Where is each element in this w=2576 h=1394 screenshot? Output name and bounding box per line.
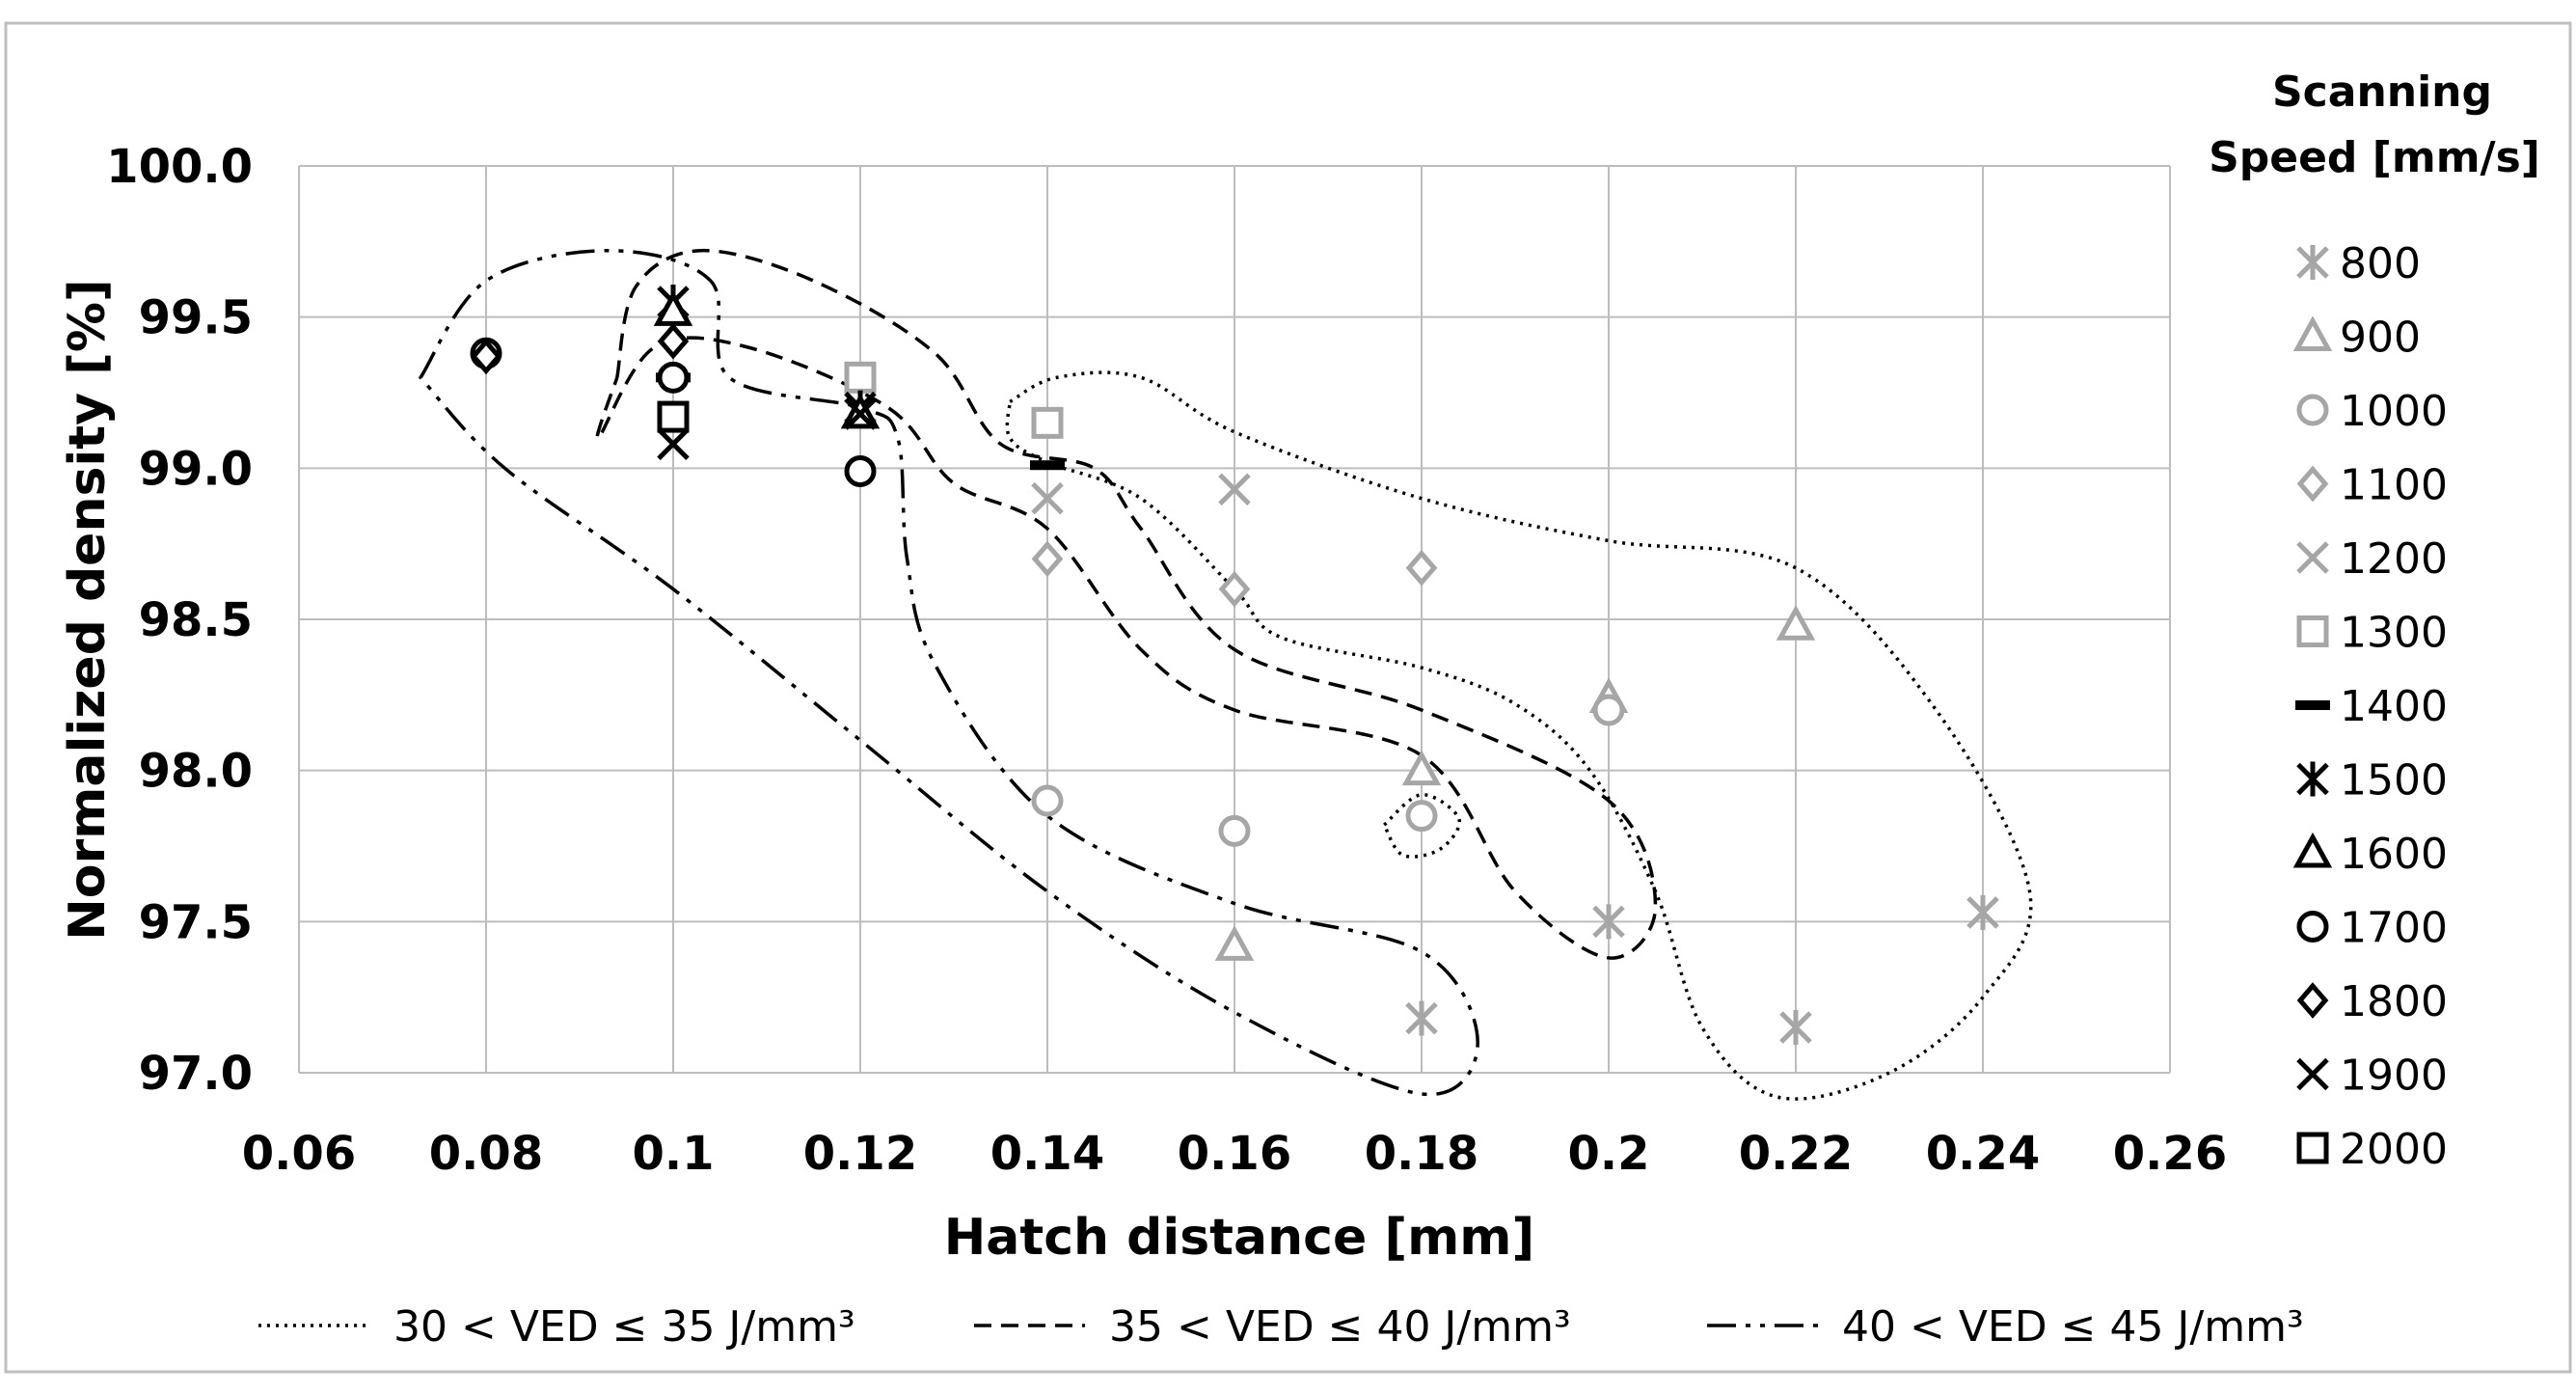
region-outline-dotted: [1381, 792, 1462, 859]
x-axis-ticks: 0.06 0.08 0.1 0.12 0.14 0.16 0.18 0.2 0.22 0.24 0.…: [242, 1127, 2227, 1181]
x-tick-label: 0.2: [1567, 1127, 1649, 1181]
legend-marker-1200: [2296, 541, 2329, 574]
legend-label-1900: 1900: [2340, 1052, 2448, 1101]
legend-label-1500: 1500: [2340, 756, 2448, 806]
point-square-1300: [1031, 406, 1064, 439]
point-asterisk-800: [1779, 1010, 1812, 1045]
chart-frame: [4, 21, 2572, 1374]
y-tick-label: 98.0: [139, 745, 253, 799]
legend-marker-1500: [2296, 761, 2329, 797]
x-tick-label: 0.1: [632, 1127, 714, 1181]
legend-marker-1700: [2296, 911, 2329, 943]
legend-label-1600: 1600: [2340, 830, 2448, 879]
line-legend-label-dotted: 30 < VED ≤ 35 J/mm³: [393, 1302, 855, 1352]
point-circle-1000: [1592, 694, 1625, 726]
ved-regions: [418, 248, 2033, 1101]
point-x-1200: [1031, 481, 1064, 515]
point-diamond-1800: [657, 322, 690, 360]
y-tick-label: 99.5: [139, 291, 253, 345]
legend-marker-1000: [2296, 394, 2329, 426]
y-tick-label: 97.0: [139, 1047, 253, 1101]
legend-title-line1: Scanning: [2272, 68, 2492, 117]
point-circle-1000: [1405, 800, 1438, 833]
legend-title-line2: Speed [mm/s]: [2209, 133, 2540, 182]
x-tick-label: 0.08: [429, 1127, 543, 1181]
marker-legend: 800 900 1000 1100 1200 1300 1400 1500 1600 1700 18…: [2292, 239, 2448, 1174]
legend-label-1200: 1200: [2340, 534, 2448, 584]
region-outline-dashed: [595, 248, 1658, 960]
point-square-2000: [657, 400, 690, 433]
point-x-1200: [1218, 473, 1251, 506]
legend-marker-900: [2292, 315, 2333, 351]
point-circle-1000: [1218, 814, 1251, 847]
line-legend: 30 < VED ≤ 35 J/mm³ 35 < VED ≤ 40 J/mm³ 40…: [258, 1302, 2304, 1352]
legend-label-1100: 1100: [2340, 461, 2448, 510]
point-diamond-1100: [1218, 570, 1251, 608]
point-asterisk-800: [1592, 904, 1625, 940]
x-tick-label: 0.14: [990, 1127, 1104, 1181]
y-axis-title: Normalized density [%]: [59, 279, 117, 940]
line-legend-label-dashed: 35 < VED ≤ 40 J/mm³: [1109, 1302, 1571, 1352]
y-tick-label: 98.5: [139, 593, 253, 647]
legend-marker-800: [2296, 245, 2329, 280]
legend-marker-1600: [2292, 832, 2333, 868]
point-asterisk-800: [1405, 1000, 1438, 1036]
data-points: [470, 285, 1999, 1045]
gridlines: [298, 165, 2171, 1074]
point-triangle-900: [1401, 750, 1442, 786]
legend-marker-1400: [2295, 700, 2330, 710]
point-triangle-900: [1214, 925, 1255, 961]
y-tick-label: 99.0: [139, 442, 253, 496]
x-tick-label: 0.26: [2113, 1127, 2227, 1181]
region-outline-dotted: [1005, 370, 2033, 1101]
point-diamond-1800: [470, 338, 502, 375]
point-square-1300: [844, 361, 877, 394]
x-tick-label: 0.12: [803, 1127, 917, 1181]
legend-label-2000: 2000: [2340, 1125, 2448, 1174]
x-tick-label: 0.24: [1926, 1127, 2040, 1181]
legend-marker-1900: [2296, 1057, 2329, 1091]
legend-marker-2000: [2296, 1132, 2329, 1164]
legend-label-1000: 1000: [2340, 387, 2448, 436]
point-dash-1400: [1030, 460, 1065, 471]
x-tick-label: 0.06: [242, 1127, 356, 1181]
legend-label-900: 900: [2340, 314, 2421, 363]
point-x-1900: [844, 397, 877, 430]
point-x-1900: [657, 427, 690, 461]
legend-label-1800: 1800: [2340, 977, 2448, 1026]
point-circle-1700: [657, 361, 690, 394]
legend-label-1400: 1400: [2340, 682, 2448, 731]
legend-label-1300: 1300: [2340, 609, 2448, 658]
legend-marker-1300: [2296, 615, 2329, 647]
point-diamond-1100: [1031, 540, 1064, 578]
legend-label-1700: 1700: [2340, 904, 2448, 953]
x-tick-label: 0.16: [1178, 1127, 1291, 1181]
point-circle-1700: [844, 454, 877, 487]
legend-marker-1100: [2296, 465, 2329, 503]
legend-label-800: 800: [2340, 239, 2421, 288]
legend-marker-1800: [2296, 982, 2329, 1019]
point-diamond-1100: [1405, 549, 1438, 587]
y-tick-label: 100.0: [106, 140, 253, 194]
x-axis-title: Hatch distance [mm]: [944, 1209, 1534, 1267]
region-outline-dashdotdot: [418, 248, 1479, 1097]
y-axis-ticks: 97.0 97.5 98.0 98.5 99.0 99.5 100.0: [106, 140, 253, 1101]
point-asterisk-800: [1966, 894, 1999, 930]
x-tick-label: 0.18: [1365, 1127, 1478, 1181]
point-triangle-900: [1776, 605, 1816, 641]
x-tick-label: 0.22: [1739, 1127, 1853, 1181]
line-legend-label-dashdotdot: 40 < VED ≤ 45 J/mm³: [1842, 1302, 2304, 1352]
point-circle-1000: [1031, 784, 1064, 817]
y-tick-label: 97.5: [139, 895, 253, 949]
